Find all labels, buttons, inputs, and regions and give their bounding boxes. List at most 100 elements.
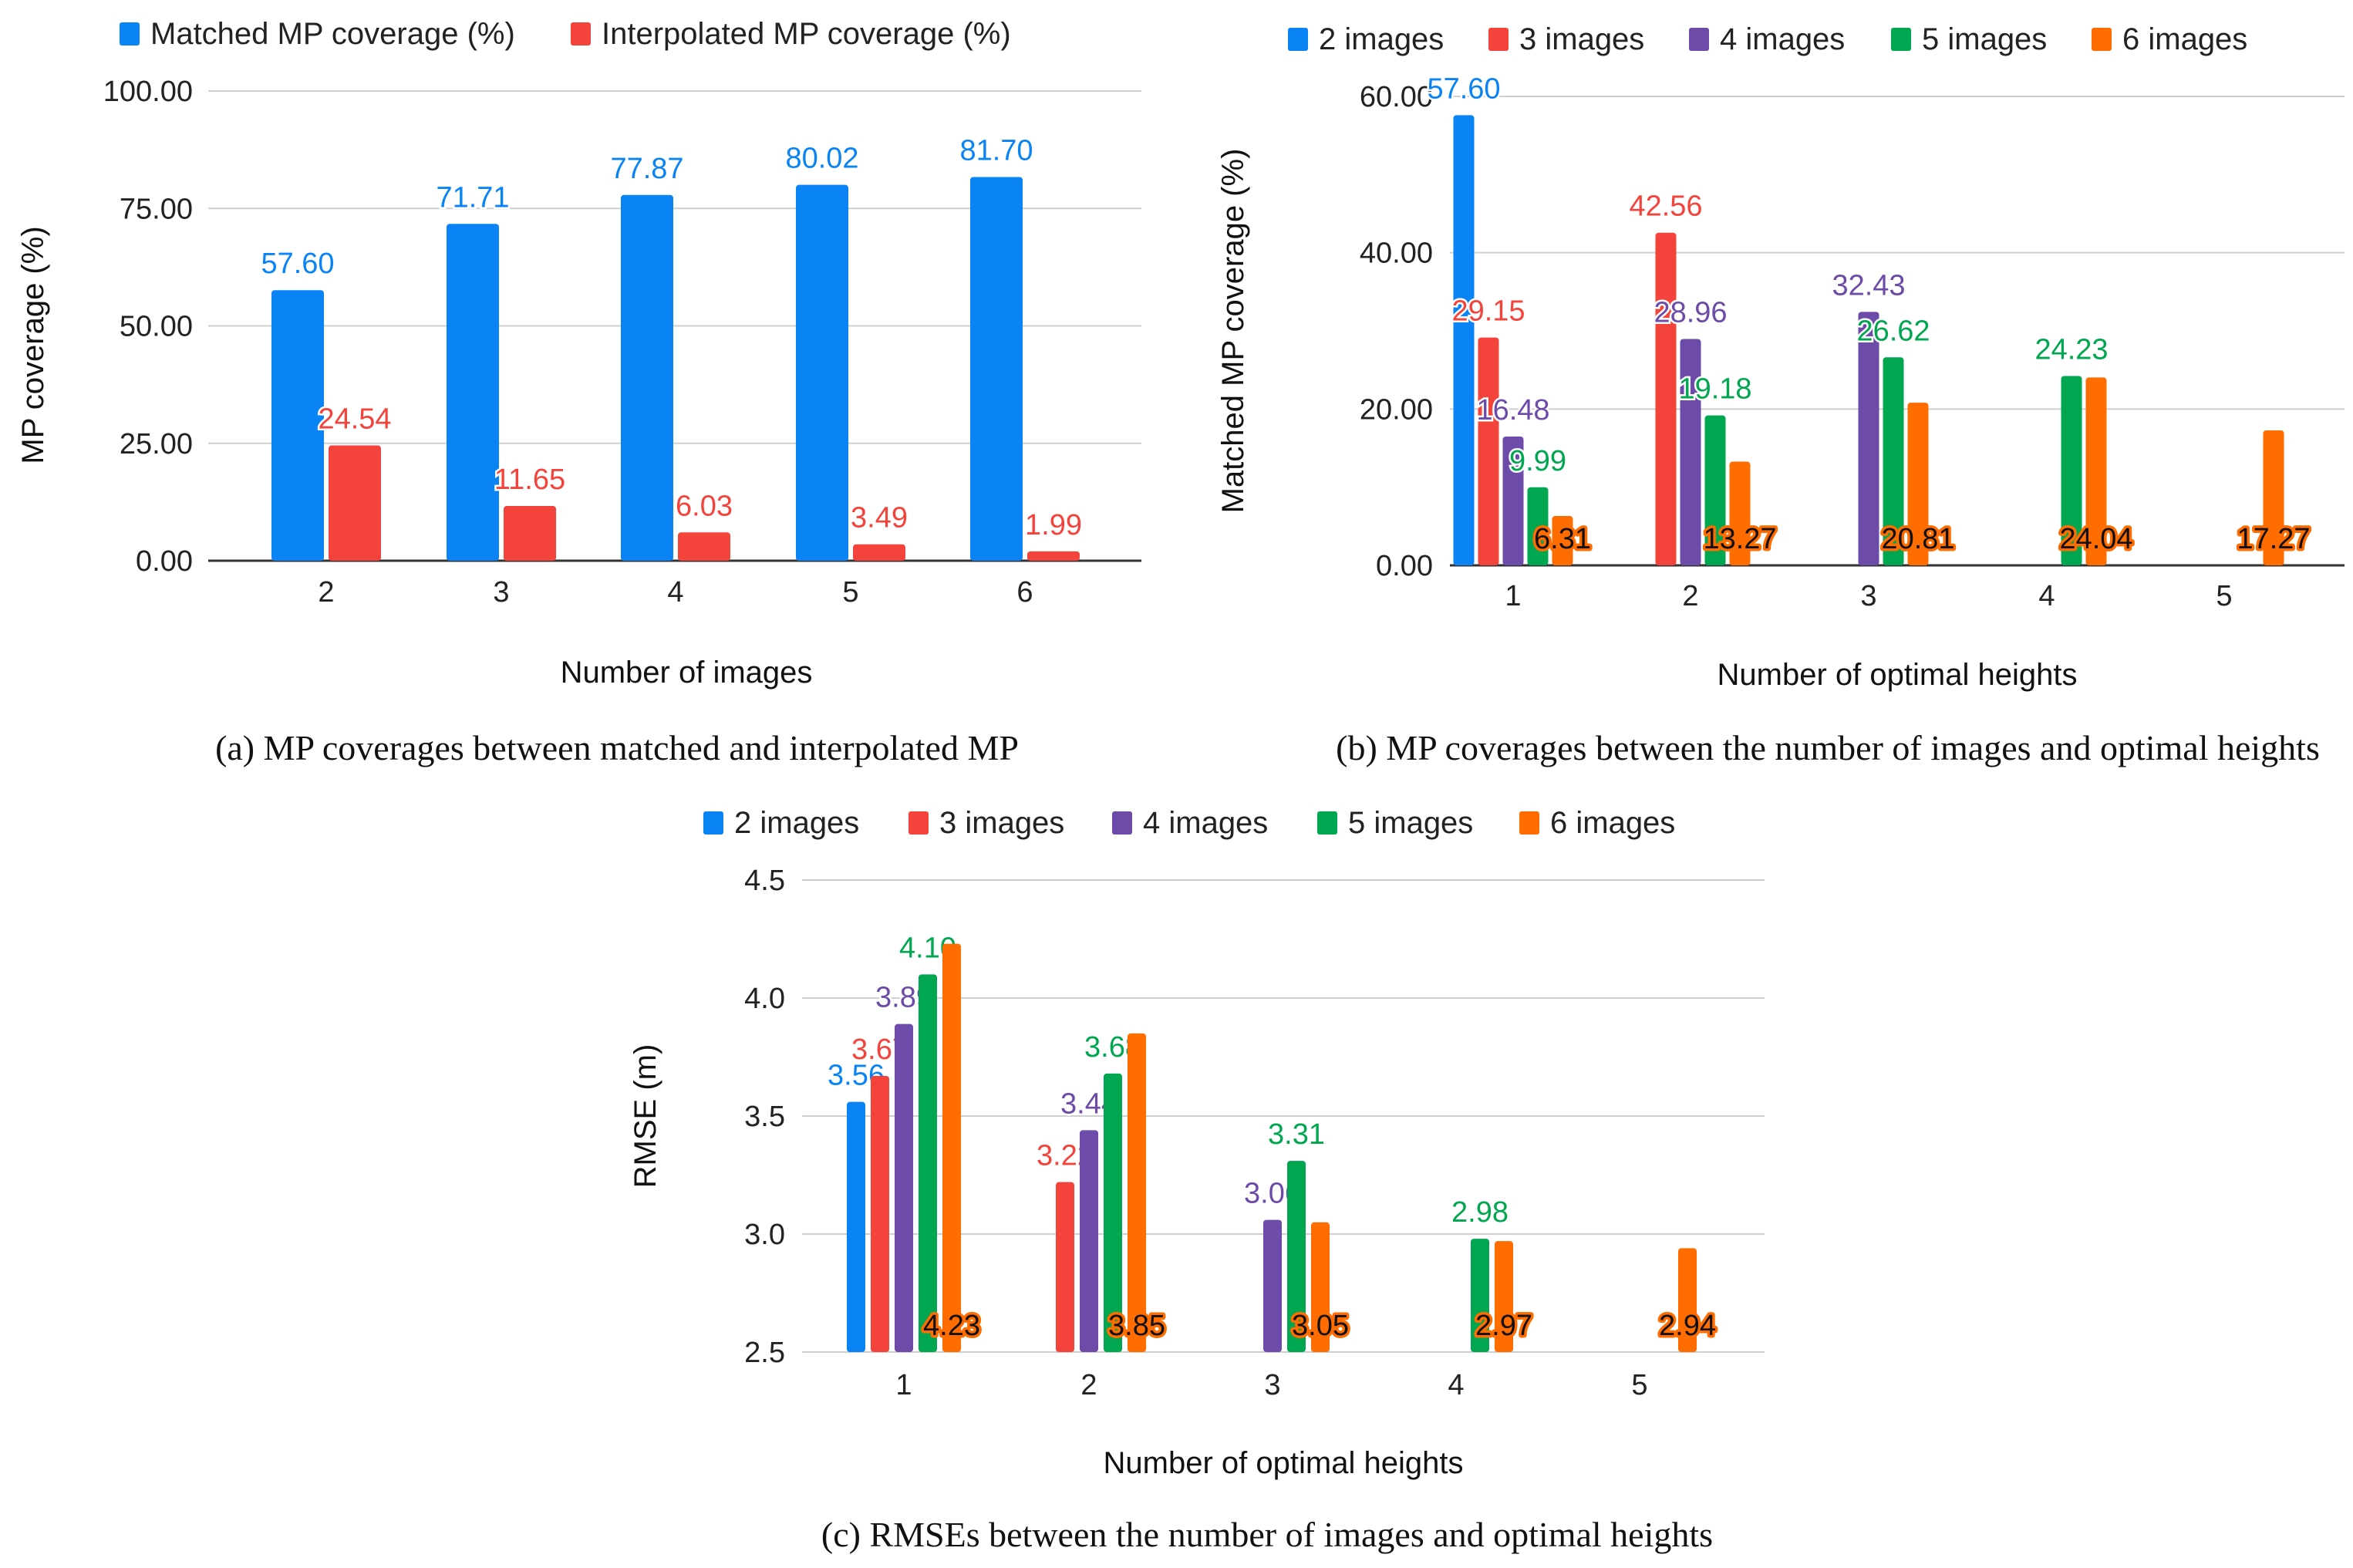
x-axis-title: Number of images [561, 656, 813, 690]
y-tick-label: 3.0 [744, 1219, 785, 1251]
bar [1453, 115, 1475, 565]
data-label: 17.27 [2237, 523, 2310, 555]
legend-entry: 4 images [1143, 806, 1268, 840]
bar [1056, 1182, 1074, 1352]
legend-swatch [1317, 811, 1337, 835]
bar [1729, 461, 1751, 565]
bar [1080, 1130, 1098, 1352]
figure-caption: (a) MP coverages between matched and int… [215, 728, 1019, 767]
y-tick-label: 0.00 [136, 545, 193, 578]
bar [1495, 1241, 1513, 1352]
y-tick-label: 0.00 [1376, 550, 1433, 582]
bar [2085, 377, 2107, 565]
legend-entry: Interpolated MP coverage (%) [602, 17, 1011, 51]
data-label: 2.98 [1451, 1196, 1509, 1229]
legend-swatch [2092, 28, 2112, 51]
x-tick-label: 2 [1682, 580, 1698, 612]
legend-swatch [1891, 28, 1911, 51]
data-label: 57.60 [1427, 72, 1500, 105]
data-label: 81.70 [959, 134, 1033, 167]
bar [1471, 1239, 1489, 1352]
data-label: 29.15 [1451, 295, 1525, 328]
bar [504, 506, 556, 561]
y-tick-label: 50.00 [120, 311, 193, 343]
x-tick-label: 5 [2216, 580, 2232, 612]
data-label: 20.81 [1881, 523, 1954, 555]
figure-caption: (c) RMSEs between the number of images a… [821, 1515, 1713, 1554]
y-tick-label: 4.0 [744, 983, 785, 1015]
legend-entry: Matched MP coverage (%) [150, 17, 515, 51]
x-axis-title: Number of optimal heights [1718, 658, 2078, 692]
x-tick-label: 3 [493, 576, 509, 609]
chart-a: 0.00 25.00 50.00 75.00 100.00 2 3 4 5 6 Number of … [16, 17, 1141, 767]
legend-swatch [1689, 28, 1709, 51]
data-label: 24.23 [2034, 333, 2108, 366]
y-tick-label: 4.5 [744, 865, 785, 897]
data-label: 24.04 [2059, 523, 2132, 555]
legend-swatch [1519, 811, 1539, 835]
data-label: 3.49 [851, 502, 908, 534]
data-label: 71.71 [436, 181, 509, 214]
bar [1027, 551, 1080, 561]
bar [1287, 1161, 1306, 1352]
y-tick-label: 20.00 [1360, 393, 1433, 426]
data-label: 57.60 [261, 248, 334, 280]
x-tick-label: 5 [1631, 1369, 1647, 1401]
x-tick-label: 2 [1080, 1369, 1097, 1401]
bar [1128, 1033, 1146, 1352]
bar [970, 177, 1023, 561]
bar [1858, 312, 1879, 565]
bar [2263, 430, 2284, 565]
legend-entry: 3 images [1519, 22, 1644, 56]
data-label: 19.18 [1678, 373, 1751, 406]
legend-entry: 2 images [734, 806, 859, 840]
x-tick-label: 3 [1264, 1369, 1280, 1401]
bar [271, 290, 324, 561]
bar [1907, 403, 1929, 565]
bar [1502, 437, 1524, 565]
data-label: 42.56 [1629, 191, 1702, 223]
bar [1678, 1248, 1697, 1352]
legend-entry: 6 images [2122, 22, 2247, 56]
bar [1704, 415, 1726, 565]
x-tick-label: 3 [1860, 580, 1876, 612]
bar [919, 974, 937, 1352]
bar [796, 184, 848, 561]
legend-swatch [120, 22, 140, 46]
data-label: 16.48 [1476, 394, 1549, 427]
bar [1311, 1222, 1330, 1352]
y-tick-label: 60.00 [1360, 81, 1433, 113]
data-label: 3.31 [1268, 1118, 1325, 1151]
figure-caption: (b) MP coverages between the number of i… [1336, 728, 2320, 767]
legend-swatch [909, 811, 929, 835]
y-tick-label: 3.5 [744, 1101, 785, 1133]
chart-b: 0.00 20.00 40.00 60.00 1 2 3 4 5 Number of optima… [1216, 22, 2345, 767]
data-label: 13.27 [1703, 523, 1776, 555]
bar [329, 445, 381, 561]
data-label: 3.05 [1292, 1310, 1349, 1342]
legend-swatch [1488, 28, 1509, 51]
x-tick-label: 1 [895, 1369, 912, 1401]
x-tick-label: 6 [1016, 576, 1033, 609]
legend-entry: 5 images [1922, 22, 2047, 56]
bar [1104, 1073, 1122, 1352]
bar [1680, 339, 1701, 565]
x-tick-label: 4 [1448, 1369, 1464, 1401]
bar [1883, 357, 1904, 565]
data-label: 1.99 [1025, 509, 1082, 541]
x-tick-label: 2 [318, 576, 334, 609]
y-tick-label: 75.00 [120, 193, 193, 225]
x-axis-title: Number of optimal heights [1104, 1446, 1464, 1480]
y-axis-title: RMSE (m) [629, 1044, 662, 1189]
data-label: 26.62 [1856, 315, 1930, 347]
data-label: 32.43 [1832, 269, 1905, 302]
bar [942, 943, 961, 1352]
bar [871, 1075, 889, 1352]
data-label: 3.85 [1108, 1310, 1165, 1342]
x-tick-label: 4 [2038, 580, 2055, 612]
x-tick-label: 4 [667, 576, 683, 609]
legend-entry: 5 images [1348, 806, 1473, 840]
bar [895, 1023, 913, 1352]
y-axis-title: MP coverage (%) [16, 226, 50, 464]
